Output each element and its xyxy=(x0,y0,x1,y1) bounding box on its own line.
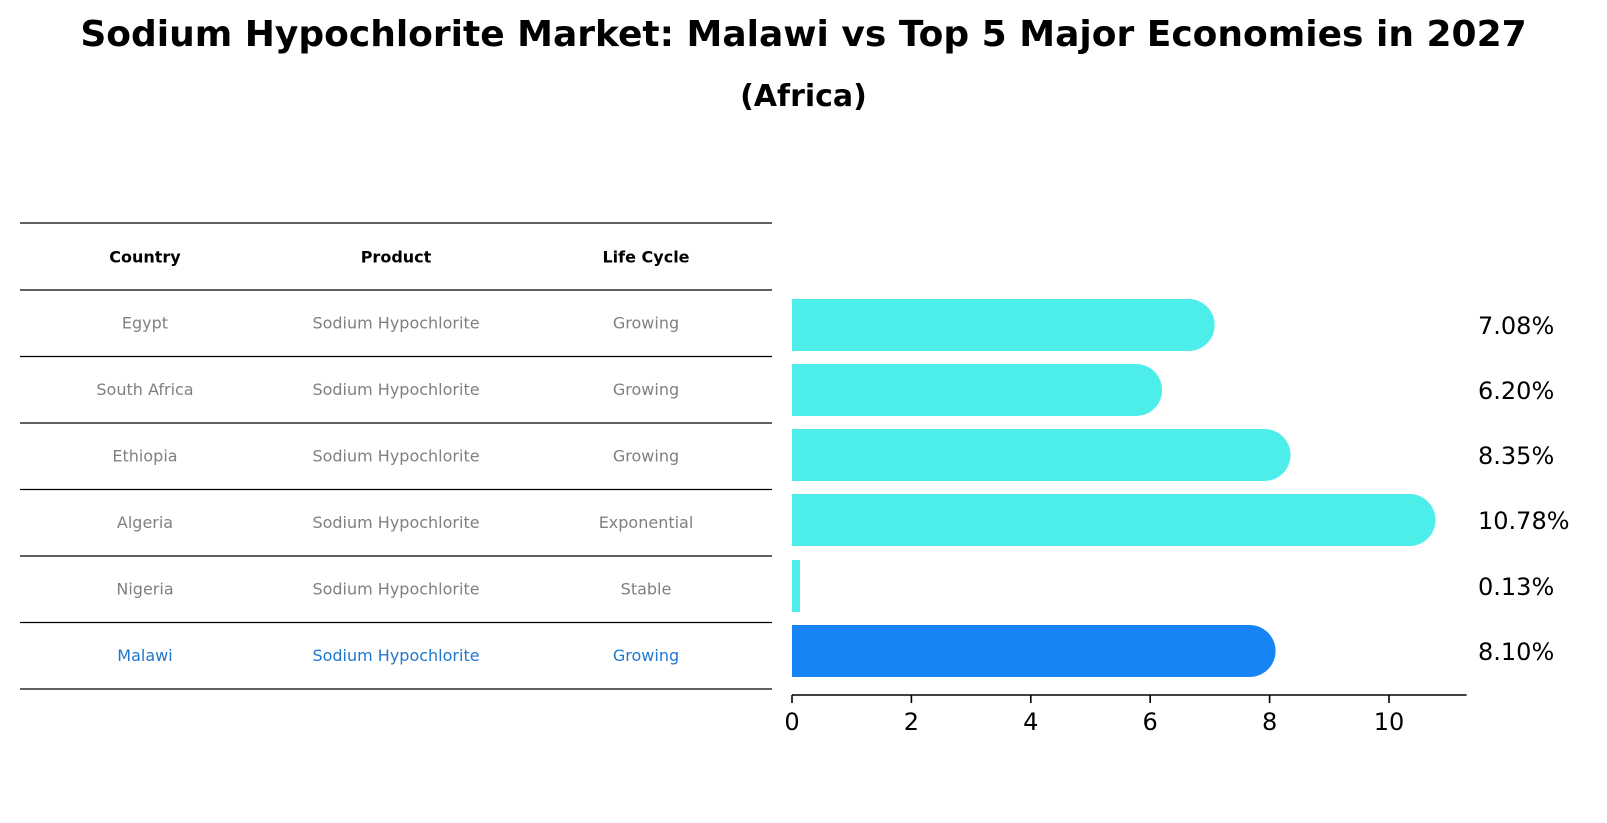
table-cell-product: Sodium Hypochlorite xyxy=(312,313,479,332)
bar-value-label: 0.13% xyxy=(1478,573,1554,601)
table-cell-life-cycle: Exponential xyxy=(599,513,694,532)
table-row: Malawi Sodium Hypochlorite Growing xyxy=(117,646,679,665)
bar-value-label: 6.20% xyxy=(1478,377,1554,405)
bar-south-africa xyxy=(792,364,1163,416)
table-row: Nigeria Sodium Hypochlorite Stable xyxy=(116,579,671,598)
table-row: Algeria Sodium Hypochlorite Exponential xyxy=(117,513,693,532)
bar-value-label: 8.10% xyxy=(1478,638,1554,666)
table-row: Egypt Sodium Hypochlorite Growing xyxy=(122,313,679,332)
table-header-product: Product xyxy=(361,248,432,267)
x-tick-label: 10 xyxy=(1374,708,1405,736)
table-cell-product: Sodium Hypochlorite xyxy=(312,380,479,399)
bar-value-label: 7.08% xyxy=(1478,312,1554,340)
chart-subtitle: (Africa) xyxy=(740,79,867,114)
table-cell-country: Egypt xyxy=(122,313,168,332)
table-cell-country: Malawi xyxy=(117,646,172,665)
table-cell-life-cycle: Growing xyxy=(613,313,679,332)
table-cell-product: Sodium Hypochlorite xyxy=(312,579,479,598)
bar-ethiopia xyxy=(792,429,1291,481)
bar-egypt xyxy=(792,299,1215,351)
table-row: Ethiopia Sodium Hypochlorite Growing xyxy=(112,446,679,465)
x-tick-label: 6 xyxy=(1143,708,1158,736)
table-header-life-cycle: Life Cycle xyxy=(602,248,689,267)
x-tick-label: 0 xyxy=(784,708,799,736)
table-cell-life-cycle: Growing xyxy=(613,646,679,665)
x-tick-label: 2 xyxy=(904,708,919,736)
x-tick-label: 4 xyxy=(1023,708,1038,736)
data-table: Country Product Life Cycle Egypt Sodium Hypo… xyxy=(20,222,772,690)
chart-title: Sodium Hypochlorite Market: Malawi vs To… xyxy=(80,14,1527,55)
bar-nigeria xyxy=(792,560,800,612)
table-cell-country: Algeria xyxy=(117,513,173,532)
table-cell-life-cycle: Stable xyxy=(621,579,672,598)
table-cell-life-cycle: Growing xyxy=(613,380,679,399)
table-cell-country: Nigeria xyxy=(116,579,173,598)
table-cell-country: South Africa xyxy=(96,380,193,399)
table-cell-product: Sodium Hypochlorite xyxy=(312,646,479,665)
bar-algeria xyxy=(792,494,1436,546)
table-cell-product: Sodium Hypochlorite xyxy=(312,513,479,532)
table-cell-country: Ethiopia xyxy=(112,446,177,465)
bar-value-label: 8.35% xyxy=(1478,442,1554,470)
bar-malawi xyxy=(792,625,1276,677)
bar-value-label: 10.78% xyxy=(1478,507,1570,535)
table-row: South Africa Sodium Hypochlorite Growing xyxy=(96,380,679,399)
table-cell-life-cycle: Growing xyxy=(613,446,679,465)
x-axis: 0 2 4 6 8 10 xyxy=(784,694,1467,736)
x-tick-label: 8 xyxy=(1262,708,1277,736)
table-header-country: Country xyxy=(109,248,181,267)
table-cell-product: Sodium Hypochlorite xyxy=(312,446,479,465)
bar-series: 7.08% 6.20% 8.35% 10.78% 0.13% 8.10% xyxy=(792,299,1570,677)
